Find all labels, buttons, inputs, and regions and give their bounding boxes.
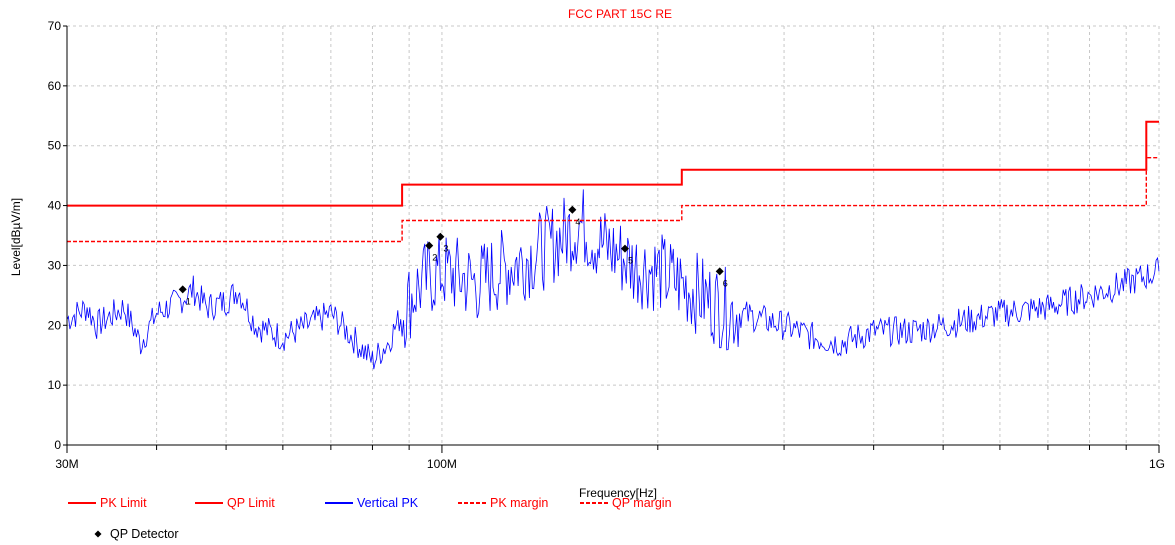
x-axis-label: Frequency[Hz]: [579, 486, 657, 500]
qp-detector-point: [436, 232, 445, 241]
qp-detector-point: [568, 205, 577, 214]
chart-title: FCC PART 15C RE: [568, 7, 672, 21]
legend-label: PK margin: [490, 496, 548, 510]
legend-label: QP Limit: [227, 496, 275, 510]
y-tick-label: 0: [54, 438, 61, 452]
qp-detector-label: 2: [432, 253, 437, 263]
y-tick-label: 50: [48, 139, 62, 153]
qp-detector-label: 5: [628, 256, 633, 266]
series-vertical-pk: [66, 189, 1160, 370]
y-axis-label: Level[dBµV/m]: [9, 198, 23, 276]
y-tick-label: 30: [48, 258, 62, 272]
series-pk-limit: [67, 120, 1159, 207]
legend-label: QP Detector: [110, 527, 179, 541]
qp-detector-point: [178, 285, 187, 294]
legend-label: Vertical PK: [357, 496, 419, 510]
y-tick-label: 70: [48, 19, 62, 33]
legend: PK Limit QP Limit Vertical PK PK margin QP m…: [68, 496, 672, 541]
x-tick-label: 100M: [427, 457, 457, 471]
y-tick-label: 60: [48, 79, 62, 93]
qp-detector-label: 1: [186, 296, 191, 306]
x-tick-label: 30M: [55, 457, 78, 471]
legend-swatch-diamond: [94, 530, 102, 538]
y-tick-label: 40: [48, 199, 62, 213]
qp-detector-point: [715, 267, 724, 276]
grid-lines: [67, 25, 1160, 445]
series-qp-margin: [67, 156, 1159, 243]
qp-detector-label: 3: [443, 244, 448, 254]
qp-detector-label: 4: [575, 217, 580, 227]
y-tick-label: 10: [48, 378, 62, 392]
qp-detector-point: [620, 244, 629, 253]
legend-label: QP margin: [612, 496, 672, 510]
qp-detector-label: 6: [723, 278, 728, 288]
x-tick-label: 1G: [1149, 457, 1165, 471]
legend-label: PK Limit: [100, 496, 147, 510]
traces: [66, 120, 1160, 370]
axes: 0 10 20 30 40 50 60 70 30M 100M 1G: [48, 19, 1165, 471]
y-tick-label: 20: [48, 318, 62, 332]
qp-detector-point: [425, 241, 434, 250]
